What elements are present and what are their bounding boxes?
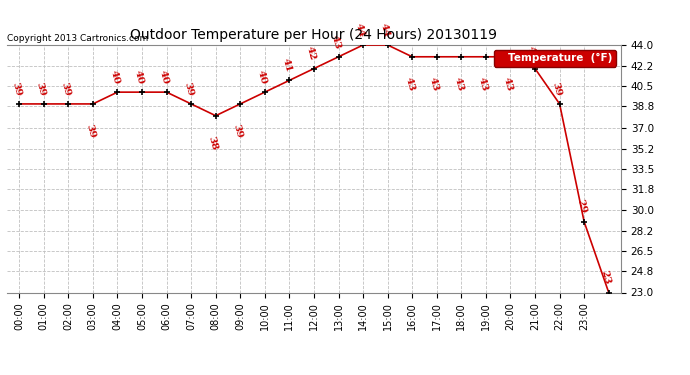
Text: 43: 43 <box>502 76 514 92</box>
Text: 40: 40 <box>157 69 170 85</box>
Text: 39: 39 <box>34 81 47 97</box>
Text: 43: 43 <box>477 76 489 92</box>
Text: Copyright 2013 Cartronics.com: Copyright 2013 Cartronics.com <box>7 33 148 42</box>
Text: 43: 43 <box>403 76 415 92</box>
Text: 39: 39 <box>551 81 563 97</box>
Text: 40: 40 <box>108 69 121 85</box>
Text: 42: 42 <box>526 45 538 62</box>
Text: 39: 39 <box>231 123 244 140</box>
Text: 39: 39 <box>182 81 195 97</box>
Text: 41: 41 <box>280 57 293 74</box>
Text: 39: 39 <box>84 123 97 140</box>
Text: 43: 43 <box>330 34 342 50</box>
Text: 38: 38 <box>207 135 219 151</box>
Text: 40: 40 <box>133 69 146 85</box>
Legend: Temperature  (°F): Temperature (°F) <box>494 50 615 66</box>
Text: 44: 44 <box>354 22 366 38</box>
Text: 29: 29 <box>575 199 588 215</box>
Text: 43: 43 <box>428 76 440 92</box>
Text: 39: 39 <box>59 81 72 97</box>
Text: 39: 39 <box>10 81 23 97</box>
Text: 40: 40 <box>256 69 268 85</box>
Text: 23: 23 <box>600 269 612 285</box>
Text: 43: 43 <box>453 76 465 92</box>
Text: 44: 44 <box>379 22 391 38</box>
Title: Outdoor Temperature per Hour (24 Hours) 20130119: Outdoor Temperature per Hour (24 Hours) … <box>130 28 497 42</box>
Text: 42: 42 <box>305 45 317 62</box>
